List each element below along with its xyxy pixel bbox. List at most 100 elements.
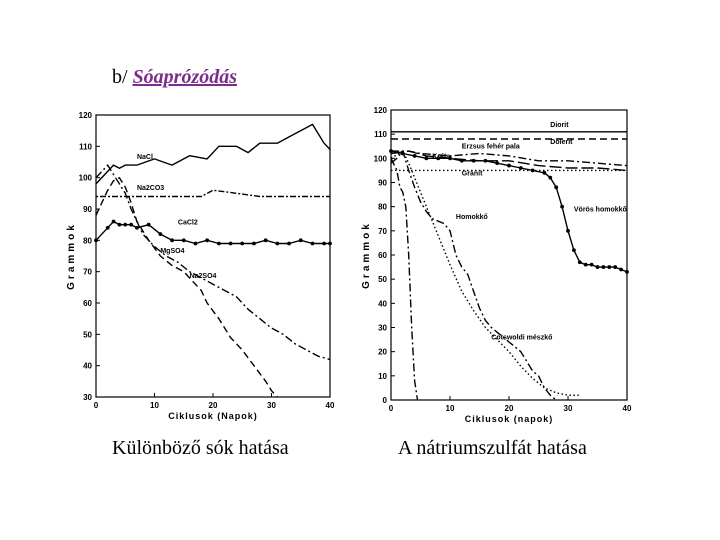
data-point — [548, 175, 553, 180]
plot-frame — [95, 114, 331, 398]
series-line-voros-homokko — [390, 150, 628, 273]
x-tick-label: 30 — [564, 404, 573, 413]
data-point — [601, 265, 606, 269]
series-line-series-8 — [390, 157, 419, 401]
y-tick-label: 60 — [83, 299, 92, 308]
series-label-kreta: Kréta — [432, 153, 450, 160]
data-point — [389, 149, 393, 153]
series-line-cotswoldi-meszko — [390, 150, 580, 396]
y-tick-label: 80 — [83, 236, 92, 245]
series-label-cotswoldi-meszko: Cotswoldi mészkő — [491, 335, 552, 342]
y-tick-label: 0 — [383, 396, 388, 405]
x-tick-label: 30 — [267, 401, 276, 410]
y-tick-label: 70 — [83, 268, 92, 277]
x-tick-label: 40 — [623, 404, 632, 413]
series-label-cacl2: CaCl2 — [178, 220, 198, 227]
data-point — [471, 158, 476, 163]
y-tick-label: 90 — [378, 179, 387, 188]
data-point — [518, 166, 523, 170]
data-point — [123, 222, 128, 227]
y-tick-label: 40 — [83, 362, 92, 371]
y-tick-label: 10 — [378, 372, 387, 381]
data-point — [298, 238, 303, 243]
data-point — [275, 241, 280, 246]
y-tick-label: 20 — [378, 348, 387, 357]
y-axis-label: Grammok — [66, 222, 77, 290]
data-point — [619, 267, 623, 272]
data-point — [554, 185, 559, 190]
data-point — [240, 241, 245, 246]
y-tick-label: 50 — [378, 275, 387, 284]
data-point — [566, 228, 570, 233]
series-line-nacl — [95, 123, 331, 185]
data-point — [459, 158, 464, 163]
heading-prefix: b/ — [112, 66, 133, 88]
data-point — [583, 262, 588, 267]
heading-link[interactable]: Sóaprózódás — [132, 66, 238, 88]
caption-left: Különböző sók hatása — [112, 437, 289, 459]
y-tick-label: 70 — [378, 227, 387, 236]
y-tick-label: 110 — [374, 130, 387, 139]
y-tick-label: 90 — [83, 205, 92, 214]
data-point — [287, 241, 291, 246]
series-label-erzsus-feher-pala: Erzsus fehér pala — [462, 144, 520, 151]
data-point — [572, 248, 576, 253]
data-point — [607, 265, 612, 269]
data-point — [135, 225, 139, 230]
x-tick-label: 10 — [446, 404, 455, 413]
data-point — [216, 241, 221, 246]
series-label-na2co3: Na2CO3 — [137, 185, 164, 192]
series-label-na2so4: Na2SO4 — [190, 273, 217, 280]
y-tick-label: 30 — [83, 393, 92, 402]
data-point — [495, 161, 500, 166]
data-point — [448, 156, 452, 161]
data-point — [577, 260, 582, 265]
y-axis-label: Grammok — [361, 221, 372, 289]
series-label-mgso4: MgSO4 — [160, 248, 184, 255]
data-point — [412, 154, 417, 158]
x-axis-label: Ciklusok (Napok) — [168, 411, 258, 421]
series-line-na2so4 — [95, 176, 278, 398]
data-point — [105, 225, 110, 230]
series-label-diorit: Diorit — [550, 122, 569, 129]
y-tick-label: 120 — [374, 106, 388, 115]
data-point — [263, 238, 268, 243]
data-point — [322, 241, 327, 246]
series-label-granit: Gránit — [462, 170, 483, 177]
data-point — [542, 170, 547, 175]
series-line-kreta — [390, 150, 628, 172]
data-point — [111, 219, 116, 224]
data-point — [158, 232, 163, 236]
x-tick-label: 0 — [389, 404, 394, 413]
data-point — [436, 156, 441, 161]
y-tick-label: 50 — [83, 330, 92, 339]
slide-heading: b/ Sóaprózódás — [112, 66, 237, 89]
data-point — [424, 156, 429, 161]
series-line-homokko — [390, 150, 557, 401]
data-point — [205, 238, 210, 243]
data-point — [310, 241, 315, 246]
data-point — [181, 238, 186, 243]
caption-right: A nátriumszulfát hatása — [398, 437, 587, 459]
data-point — [170, 238, 174, 243]
data-point — [595, 265, 600, 269]
y-tick-label: 80 — [378, 203, 387, 212]
data-point — [613, 265, 618, 269]
data-point — [507, 163, 511, 168]
x-tick-label: 40 — [326, 401, 335, 410]
data-point — [625, 270, 629, 274]
series-line-mgso4 — [95, 164, 331, 361]
data-point — [129, 222, 133, 227]
y-tick-label: 100 — [79, 174, 93, 183]
y-tick-label: 110 — [79, 142, 92, 151]
x-tick-label: 0 — [94, 401, 99, 410]
series-label-dolerit: Dolerit — [550, 139, 573, 146]
x-axis-label: Ciklusok (napok) — [465, 414, 554, 424]
series-line-na2co3 — [96, 189, 330, 198]
x-tick-label: 20 — [505, 404, 514, 413]
data-point — [560, 204, 564, 209]
y-tick-label: 40 — [378, 299, 387, 308]
y-tick-label: 100 — [374, 154, 388, 163]
data-point — [530, 168, 535, 173]
data-point — [193, 241, 198, 246]
